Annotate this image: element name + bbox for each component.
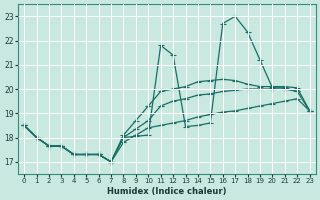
X-axis label: Humidex (Indice chaleur): Humidex (Indice chaleur) (107, 187, 227, 196)
